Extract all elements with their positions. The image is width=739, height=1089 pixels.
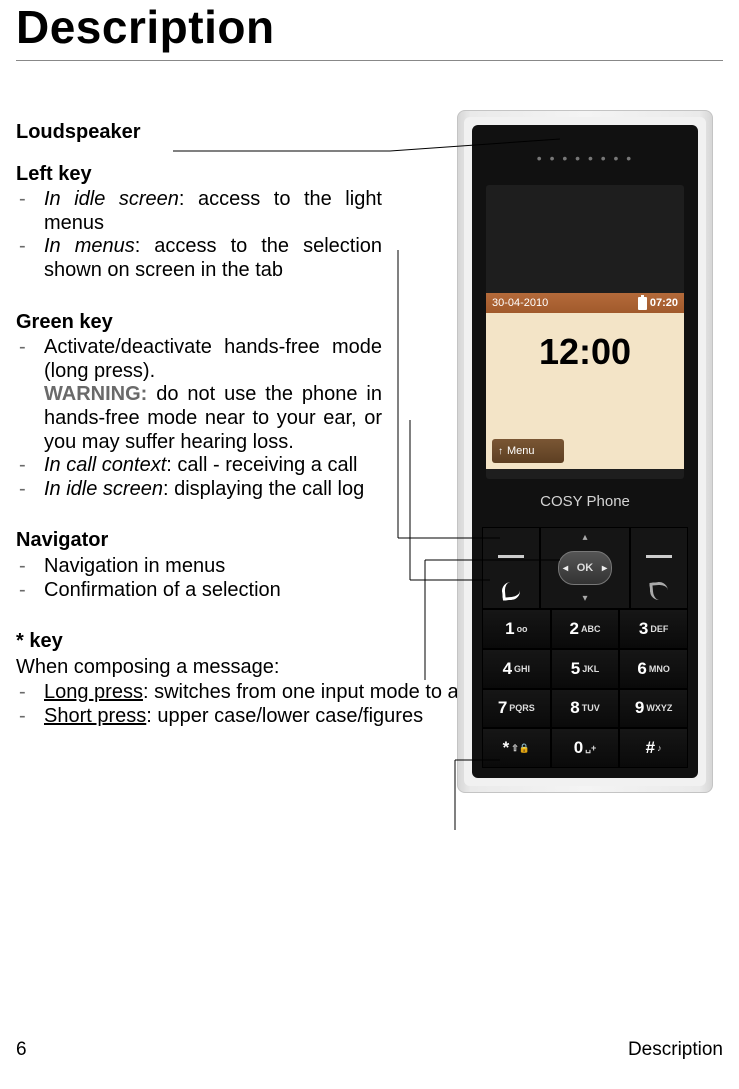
key-8: 8TUV xyxy=(551,689,620,729)
context-label: In idle screen xyxy=(44,478,163,500)
call-green-icon xyxy=(499,579,523,603)
nav-up-icon: ▴ xyxy=(582,532,587,543)
key-letters: PQRS xyxy=(509,703,535,713)
phone-frame: • • • • • • • • 30-04-2010 07:20 12:00 M… xyxy=(457,110,713,793)
key-num: 6 xyxy=(637,659,646,679)
phone-screen-area: 30-04-2010 07:20 12:00 Menu xyxy=(486,185,684,479)
phone-bezel: • • • • • • • • 30-04-2010 07:20 12:00 M… xyxy=(464,117,706,786)
heading-left-key: Left key xyxy=(16,163,382,187)
key-letters: ␣+ xyxy=(585,743,596,754)
manual-page: Description Loudspeaker Left key In idle… xyxy=(0,0,739,1089)
key-letters: GHI xyxy=(514,664,530,674)
status-time: 07:20 xyxy=(638,297,678,310)
key-num: 5 xyxy=(571,659,580,679)
key-hash: #♪ xyxy=(619,728,688,768)
item-text: : displaying the call log xyxy=(163,478,364,500)
key-letters: ⇧🔒 xyxy=(511,743,530,754)
softkey-dash-icon xyxy=(646,555,672,558)
key-letters: oo xyxy=(517,624,528,634)
key-num: 1 xyxy=(505,619,514,639)
status-date: 30-04-2010 xyxy=(492,297,548,309)
key-num: 4 xyxy=(503,659,512,679)
call-end-icon xyxy=(647,579,671,603)
key-num: 9 xyxy=(635,698,644,718)
key-letters: DEF xyxy=(650,624,668,634)
key-letters: WXYZ xyxy=(646,703,672,713)
key-3: 3DEF xyxy=(619,609,688,649)
key-letters: JKL xyxy=(582,664,599,674)
key-6: 6MNO xyxy=(619,649,688,689)
key-star: *⇧🔒 xyxy=(482,728,551,768)
navigator-cluster: ▴ OK ▾ xyxy=(540,527,630,609)
key-num: 3 xyxy=(639,619,648,639)
clock-text: 07:20 xyxy=(650,297,678,309)
key-num: * xyxy=(503,738,510,758)
item-text: : upper case/lower case/figures xyxy=(146,705,423,727)
key-0: 0␣+ xyxy=(551,728,620,768)
key-num: # xyxy=(646,738,655,758)
keypad: 1oo 2ABC 3DEF 4GHI 5JKL 6MNO 7PQRS 8TUV … xyxy=(482,609,688,768)
key-1: 1oo xyxy=(482,609,551,649)
green-key-list: Activate/deactivate hands-free mode (lon… xyxy=(16,336,382,501)
list-item: Navigation in menus xyxy=(16,555,382,579)
warning-label: WARNING: xyxy=(44,383,147,405)
page-number: 6 xyxy=(16,1039,27,1061)
key-9: 9WXYZ xyxy=(619,689,688,729)
key-num: 7 xyxy=(498,698,507,718)
key-7: 7PQRS xyxy=(482,689,551,729)
key-2: 2ABC xyxy=(551,609,620,649)
ok-button: OK xyxy=(558,551,612,585)
softkey-dash-icon xyxy=(498,555,524,558)
list-item: Activate/deactivate hands-free mode (lon… xyxy=(16,336,382,454)
context-label: In call context xyxy=(44,454,166,476)
item-text: Activate/deactivate hands-free mode (lon… xyxy=(44,336,382,382)
menu-soft-label: Menu xyxy=(492,439,564,463)
page-title: Description xyxy=(16,0,723,61)
soft-key-row: ▴ OK ▾ xyxy=(482,527,688,609)
big-clock: 12:00 xyxy=(486,331,684,373)
loudspeaker-icon: • • • • • • • • xyxy=(537,150,633,166)
key-num: 0 xyxy=(574,738,583,758)
key-letters: MNO xyxy=(649,664,670,674)
key-letters: ABC xyxy=(581,624,601,634)
footer-label: Description xyxy=(628,1039,723,1061)
left-key-list: In idle screen: access to the light menu… xyxy=(16,188,382,282)
list-item: In idle screen: access to the light menu… xyxy=(16,188,382,235)
nav-down-icon: ▾ xyxy=(582,593,587,604)
key-letters: ♪ xyxy=(657,743,662,753)
key-5: 5JKL xyxy=(551,649,620,689)
context-label: In idle screen xyxy=(44,188,179,210)
brand-label: COSY Phone xyxy=(472,493,698,510)
phone-screen: 30-04-2010 07:20 12:00 Menu xyxy=(486,293,684,469)
key-4: 4GHI xyxy=(482,649,551,689)
list-item: In menus: access to the selection shown … xyxy=(16,235,382,282)
right-soft-key xyxy=(630,527,688,609)
phone-body: • • • • • • • • 30-04-2010 07:20 12:00 M… xyxy=(472,125,698,778)
ok-label: OK xyxy=(577,562,594,574)
status-bar: 30-04-2010 07:20 xyxy=(486,293,684,313)
key-num: 8 xyxy=(570,698,579,718)
page-footer: 6 Description xyxy=(16,1039,723,1061)
left-text-column: Loudspeaker Left key In idle screen: acc… xyxy=(16,121,382,602)
press-type: Short press xyxy=(44,705,146,727)
context-label: In menus xyxy=(44,235,135,257)
navigator-list: Navigation in menus Confirmation of a se… xyxy=(16,555,382,602)
phone-illustration: • • • • • • • • 30-04-2010 07:20 12:00 M… xyxy=(457,110,713,793)
heading-green-key: Green key xyxy=(16,311,382,335)
key-num: 2 xyxy=(570,619,579,639)
list-item: Confirmation of a selection xyxy=(16,579,382,603)
list-item: In call context: call - receiving a call xyxy=(16,454,382,478)
menu-text: Menu xyxy=(507,445,535,457)
press-type: Long press xyxy=(44,681,143,703)
heading-loudspeaker: Loudspeaker xyxy=(16,121,382,145)
item-text: : call - receiving a call xyxy=(166,454,357,476)
heading-navigator: Navigator xyxy=(16,529,382,553)
key-letters: TUV xyxy=(582,703,600,713)
battery-icon xyxy=(638,297,647,310)
left-soft-key xyxy=(482,527,540,609)
list-item: In idle screen: displaying the call log xyxy=(16,478,382,502)
